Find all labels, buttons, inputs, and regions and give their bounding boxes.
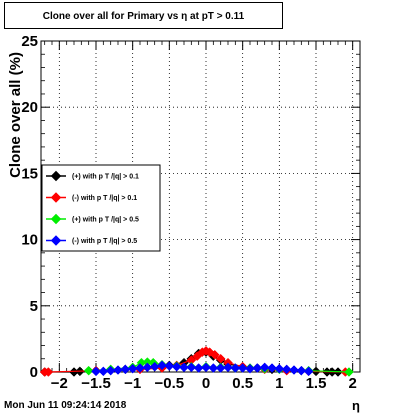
chart-title: Clone over all for Primary vs η at pT > … [4, 2, 283, 29]
data-point [98, 366, 109, 377]
x-tick-label: 0 [202, 375, 210, 392]
legend-label: (-) with p T /|q| > 0.5 [72, 238, 137, 245]
data-point [289, 365, 299, 375]
x-tick-label: 1 [275, 375, 283, 392]
data-point [303, 366, 314, 377]
data-point [43, 367, 54, 377]
series-4 [91, 360, 314, 377]
data-point [113, 365, 123, 375]
x-tick-label: −1.5 [81, 375, 111, 392]
data-point [208, 363, 219, 373]
data-point [179, 362, 189, 373]
legend-label: (+) with p T /|q| > 0.5 [72, 217, 139, 224]
x-tick-label: −1 [124, 375, 141, 392]
legend-marker [50, 235, 62, 246]
x-tick-label: 2 [348, 375, 356, 392]
data-point [142, 362, 153, 373]
data-point [193, 363, 204, 373]
data-point [201, 362, 211, 373]
y-tick-label: 10 [21, 232, 38, 249]
data-point [259, 362, 270, 373]
y-axis-title: Clone over all (%) [7, 52, 24, 178]
data-point [274, 363, 285, 374]
y-tick-label: 5 [30, 298, 38, 315]
plot-frame [40, 40, 361, 373]
data-point [267, 363, 277, 373]
data-point [164, 361, 175, 371]
legend-marker [50, 170, 62, 182]
legend-marker [50, 192, 62, 203]
y-tick-label: 25 [21, 33, 38, 50]
data-point [237, 363, 248, 373]
legend-label: (+) with p T /|q| > 0.1 [72, 174, 139, 181]
timestamp: Mon Jun 11 09:24:14 2018 [4, 400, 127, 411]
legend-marker [50, 213, 62, 225]
data-point [245, 363, 255, 374]
data-point [91, 366, 101, 377]
data-point [83, 365, 94, 376]
data-series [39, 345, 354, 377]
data-point [157, 360, 167, 371]
x-tick-label: 1.5 [306, 375, 327, 392]
data-point [171, 361, 182, 372]
data-point [296, 365, 307, 376]
legend: (+) with p T /|q| > 0.1 (-) with p T /|q|… [41, 164, 161, 252]
y-tick-label: 15 [21, 165, 38, 182]
data-point [135, 363, 145, 373]
data-point [127, 363, 138, 374]
data-point [281, 364, 292, 375]
x-axis-title: η [352, 398, 360, 413]
y-tick-label: 0 [30, 364, 38, 381]
x-tick-label: −0.5 [155, 375, 185, 392]
y-tick-label: 20 [21, 99, 38, 116]
data-point [186, 362, 197, 373]
data-point [252, 363, 263, 373]
data-point [105, 365, 116, 376]
data-point [120, 364, 131, 375]
legend-label: (-) with p T /|q| > 0.1 [72, 195, 137, 202]
data-point [223, 362, 233, 373]
legend-box [41, 164, 161, 252]
x-tick-label: −2 [51, 375, 68, 392]
x-tick-label: 0.5 [232, 375, 253, 392]
data-point [230, 363, 241, 373]
data-point [209, 349, 220, 360]
data-point [215, 363, 226, 373]
data-point [344, 367, 354, 377]
